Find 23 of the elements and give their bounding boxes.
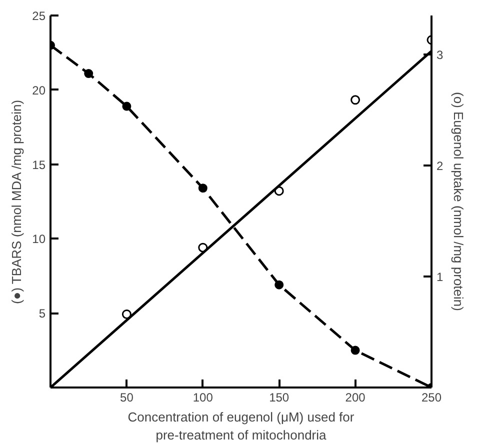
y-axis-title: (●) TBARS (nmol MDA /mg protein) xyxy=(9,100,24,304)
y2-tick-label: 1 xyxy=(436,270,444,284)
x-axis-title: Concentration of eugenol (μM) used for pre-treatment of mitochondria xyxy=(128,410,355,442)
y-tick-label: 25 xyxy=(32,9,46,23)
point xyxy=(84,69,94,78)
x-tick-label: 50 xyxy=(120,390,134,404)
point xyxy=(122,102,132,111)
x-tick-label: 250 xyxy=(421,390,442,404)
x-tick-label: 200 xyxy=(345,390,366,404)
x-tick-label: 150 xyxy=(269,390,290,404)
point xyxy=(274,280,284,290)
y-tick-label: 15 xyxy=(32,158,46,172)
y-tick-label: 5 xyxy=(38,306,46,321)
y2-tick-label: 3 xyxy=(436,48,444,62)
point xyxy=(350,95,360,105)
y-tick-label: 20 xyxy=(32,83,46,98)
point xyxy=(198,184,208,193)
x-tick-label: 100 xyxy=(192,390,214,404)
y2-axis-title: (o) Eugenol uptake (nmol /mg protein) xyxy=(451,92,466,311)
point xyxy=(122,309,132,319)
y-tick-label: 10 xyxy=(32,232,46,246)
y2-tick-label: 2 xyxy=(436,158,444,173)
point xyxy=(350,346,360,355)
